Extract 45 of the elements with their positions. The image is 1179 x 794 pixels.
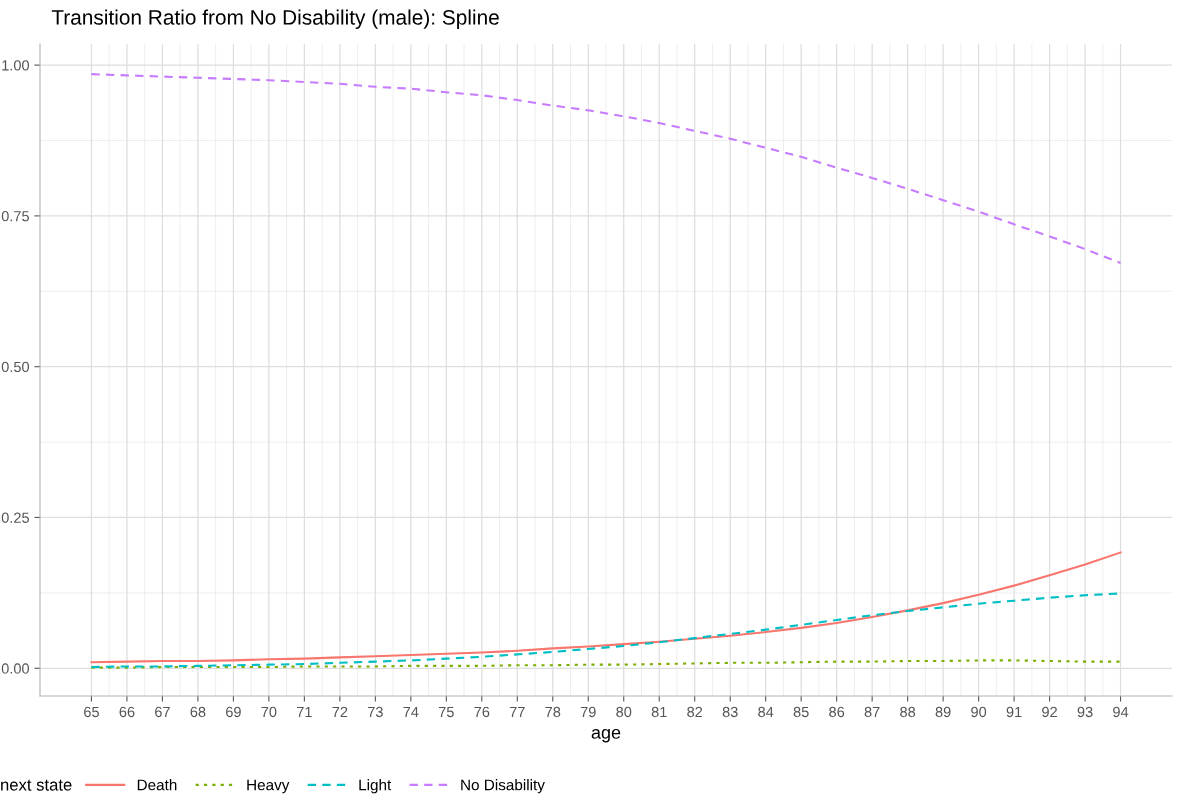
x-axis-title: age [591, 728, 621, 743]
x-tick-label: 76 [474, 706, 490, 718]
x-tick-label: 74 [403, 706, 419, 717]
x-tick-label: 73 [367, 706, 383, 718]
x-tick-label: 82 [687, 706, 703, 718]
x-tick-label: 92 [1042, 706, 1057, 718]
x-tick-label: 93 [1077, 706, 1093, 718]
x-tick-label: 83 [722, 706, 738, 718]
x-tick-label: 90 [971, 706, 987, 718]
x-tick-label: 85 [793, 706, 809, 718]
y-tick-label: 1.00 [2, 60, 30, 71]
x-tick-label: 86 [829, 706, 845, 718]
legend-title: next state [1, 779, 72, 791]
x-tick-label: 72 [332, 706, 348, 717]
legend-label: Death [137, 779, 177, 791]
x-tick-label: 77 [509, 706, 525, 717]
x-tick-label: 88 [900, 706, 916, 718]
y-tick-label: 0.75 [1, 211, 29, 222]
x-tick-label: 68 [190, 706, 206, 718]
x-tick-label: 91 [1006, 706, 1022, 718]
x-tick-label: 80 [616, 706, 632, 718]
x-tick-label: 71 [297, 706, 312, 717]
x-tick-label: 78 [545, 706, 561, 718]
legend-label: Light [359, 779, 392, 794]
x-tick-label: 81 [651, 706, 667, 718]
x-tick-label: 70 [261, 706, 277, 718]
x-tick-label: 84 [758, 706, 774, 718]
line-series [90, 551, 1122, 664]
x-tick-label: 87 [864, 706, 880, 718]
x-tick-label: 75 [438, 706, 454, 718]
legend-label: No Disability [461, 779, 545, 794]
line-series [90, 73, 1122, 264]
chart-title: Transition Ratio from No Disability (male): Spline [51, 9, 499, 29]
y-tick-label: 0.00 [1, 663, 30, 674]
x-tick-label: 79 [580, 706, 596, 718]
line-series [90, 659, 1122, 669]
x-tick-label: 66 [119, 706, 135, 718]
legend-label: Heavy [247, 779, 290, 794]
x-tick-label: 65 [84, 706, 99, 718]
x-tick-label: 67 [155, 706, 170, 718]
x-tick-label: 94 [1113, 706, 1129, 718]
y-tick-label: 0.50 [1, 361, 30, 373]
x-tick-label: 89 [935, 706, 951, 718]
y-tick-label: 0.25 [1, 512, 29, 523]
x-tick-label: 69 [226, 706, 241, 718]
